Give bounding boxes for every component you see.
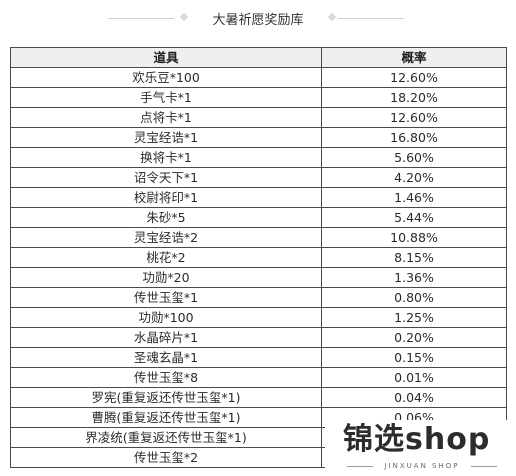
table-row: 传世玉玺*8 0.01% bbox=[10, 367, 507, 388]
item-cell: 手气卡*1 bbox=[10, 87, 322, 108]
item-cell: 传世玉玺*8 bbox=[10, 367, 322, 388]
probability-cell: 0.20% bbox=[321, 327, 507, 348]
header-divider-left bbox=[108, 18, 174, 19]
table-header-row: 道具 概率 bbox=[10, 47, 507, 68]
table-row: 欢乐豆*100 12.60% bbox=[10, 67, 507, 88]
table-row: 灵宝经诰*1 16.80% bbox=[10, 127, 507, 148]
item-cell: 圣魂玄晶*1 bbox=[10, 347, 322, 368]
probability-cell: 16.80% bbox=[321, 127, 507, 148]
item-cell: 传世玉玺*2 bbox=[10, 447, 322, 468]
item-cell: 点将卡*1 bbox=[10, 107, 322, 128]
section-title: 大暑祈愿奖励库 bbox=[212, 13, 304, 28]
table-row: 点将卡*1 12.60% bbox=[10, 107, 507, 128]
probability-cell: 5.60% bbox=[321, 147, 507, 168]
probability-cell: 18.20% bbox=[321, 87, 507, 108]
item-cell: 水晶碎片*1 bbox=[10, 327, 322, 348]
item-cell: 校尉将印*1 bbox=[10, 187, 322, 208]
table-row: 水晶碎片*1 0.20% bbox=[10, 327, 507, 348]
table-row: 功勋*20 1.36% bbox=[10, 267, 507, 288]
column-header-item: 道具 bbox=[10, 47, 322, 68]
item-cell: 诏令天下*1 bbox=[10, 167, 322, 188]
table-row: 罗宪(重复返还传世玉玺*1) 0.04% bbox=[10, 387, 507, 408]
probability-cell: 5.44% bbox=[321, 207, 507, 228]
table-row: 朱砂*5 5.44% bbox=[10, 207, 507, 228]
table-row: 手气卡*1 18.20% bbox=[10, 87, 507, 108]
item-cell: 功勋*100 bbox=[10, 307, 322, 328]
table-row: 功勋*100 1.25% bbox=[10, 307, 507, 328]
probability-cell: 1.25% bbox=[321, 307, 507, 328]
table-row: 诏令天下*1 4.20% bbox=[10, 167, 507, 188]
probability-cell: 12.60% bbox=[321, 107, 507, 128]
item-cell: 界凌统(重复返还传世玉玺*1) bbox=[10, 427, 322, 448]
item-cell: 曹腾(重复返还传世玉玺*1) bbox=[10, 407, 322, 428]
item-cell: 换将卡*1 bbox=[10, 147, 322, 168]
watermark-brand: 锦选shop bbox=[343, 422, 491, 457]
probability-cell: 0.04% bbox=[321, 387, 507, 408]
item-cell: 欢乐豆*100 bbox=[10, 67, 322, 88]
item-cell: 功勋*20 bbox=[10, 267, 322, 288]
table-row: 传世玉玺*1 0.80% bbox=[10, 287, 507, 308]
table-row: 灵宝经诰*2 10.88% bbox=[10, 227, 507, 248]
item-cell: 朱砂*5 bbox=[10, 207, 322, 228]
probability-cell: 8.15% bbox=[321, 247, 507, 268]
column-header-probability: 概率 bbox=[321, 47, 507, 68]
probability-cell: 0.80% bbox=[321, 287, 507, 308]
item-cell: 灵宝经诰*2 bbox=[10, 227, 322, 248]
probability-cell: 10.88% bbox=[321, 227, 507, 248]
item-cell: 灵宝经诰*1 bbox=[10, 127, 322, 148]
probability-cell: 12.60% bbox=[321, 67, 507, 88]
probability-cell: 0.15% bbox=[321, 347, 507, 368]
probability-cell: 4.20% bbox=[321, 167, 507, 188]
probability-cell: 0.01% bbox=[321, 367, 507, 388]
reward-probability-table: 道具 概率 欢乐豆*100 12.60% 手气卡*1 18.20% 点将卡*1 12.60… bbox=[10, 47, 507, 468]
item-cell: 桃花*2 bbox=[10, 247, 322, 268]
section-header: 大暑祈愿奖励库 bbox=[0, 0, 516, 38]
probability-cell: 1.46% bbox=[321, 187, 507, 208]
table-row: 桃花*2 8.15% bbox=[10, 247, 507, 268]
item-cell: 传世玉玺*1 bbox=[10, 287, 322, 308]
watermark-logo: 锦选shop JINXUAN SHOP bbox=[325, 420, 516, 476]
watermark-subtitle: JINXUAN SHOP bbox=[347, 462, 497, 470]
header-divider-right bbox=[338, 18, 404, 19]
table-row: 校尉将印*1 1.46% bbox=[10, 187, 507, 208]
table-row: 换将卡*1 5.60% bbox=[10, 147, 507, 168]
probability-cell: 1.36% bbox=[321, 267, 507, 288]
table-row: 圣魂玄晶*1 0.15% bbox=[10, 347, 507, 368]
item-cell: 罗宪(重复返还传世玉玺*1) bbox=[10, 387, 322, 408]
